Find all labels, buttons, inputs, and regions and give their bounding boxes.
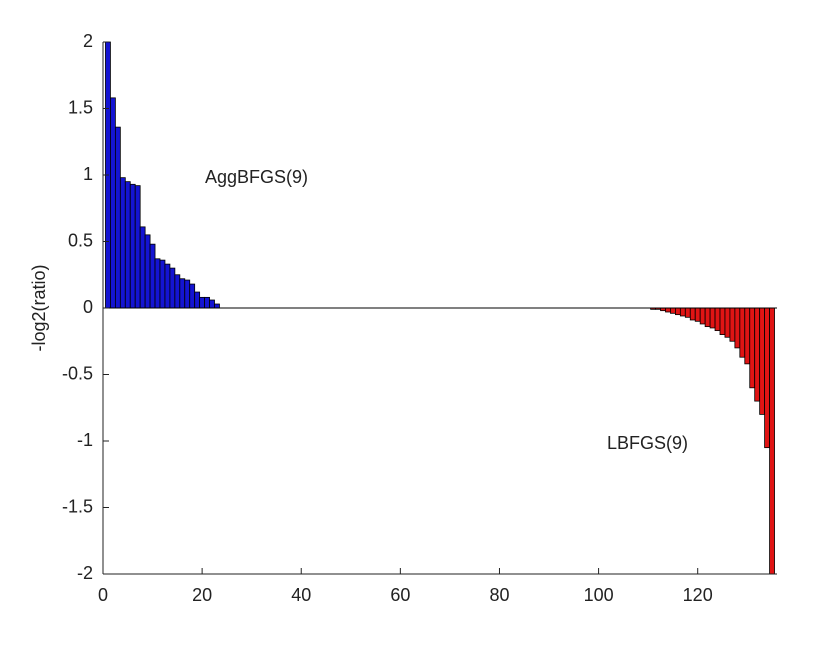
bar [184, 279, 191, 309]
bar [759, 307, 766, 415]
y-tick-label: -2 [77, 563, 93, 583]
x-tick-label: 0 [98, 585, 108, 605]
x-tick-label: 120 [683, 585, 713, 605]
bar [169, 267, 176, 309]
bar [675, 307, 681, 316]
bar [689, 307, 696, 321]
x-tick-label: 40 [291, 585, 311, 605]
bar [734, 307, 741, 349]
bar [110, 97, 116, 309]
bar [199, 296, 205, 309]
bar [749, 307, 756, 389]
bar [665, 307, 671, 313]
x-tick-label: 80 [489, 585, 509, 605]
y-tick-label: -1.5 [62, 496, 93, 516]
bar [154, 258, 161, 309]
bar [719, 307, 726, 336]
bar [679, 307, 686, 317]
y-tick-label: 1 [83, 164, 93, 184]
y-tick-label: 0.5 [68, 230, 93, 250]
bar [134, 185, 141, 309]
y-tick-label: -0.5 [62, 363, 93, 383]
x-tick-label: 100 [584, 585, 614, 605]
bar [704, 307, 711, 328]
bar [699, 307, 706, 325]
bar [729, 307, 736, 342]
bar [129, 183, 136, 309]
bar [724, 307, 731, 338]
bar [179, 278, 186, 309]
bar [149, 243, 156, 309]
bar [754, 307, 761, 402]
bar [670, 307, 676, 314]
x-tick-label: 60 [390, 585, 410, 605]
y-tick-label: 1.5 [68, 97, 93, 117]
bar [174, 274, 181, 309]
bar [769, 307, 775, 575]
bar [139, 226, 146, 309]
bar [194, 291, 201, 309]
bar [159, 259, 166, 309]
bar [714, 307, 721, 332]
bar [114, 126, 121, 309]
bar [119, 177, 126, 309]
y-axis-label: -log2(ratio) [29, 264, 49, 351]
bar [214, 303, 220, 309]
bar [204, 296, 210, 309]
y-tick-label: 0 [83, 297, 93, 317]
bar [694, 307, 701, 322]
annotation: LBFGS(9) [607, 433, 688, 453]
bar [144, 234, 151, 309]
bar [189, 283, 196, 309]
bar [764, 307, 770, 449]
bar [164, 263, 171, 309]
bar [209, 299, 215, 309]
bar [739, 307, 746, 358]
bar [744, 307, 751, 365]
bar [709, 307, 716, 329]
y-tick-label: 2 [83, 31, 93, 51]
bar [684, 307, 691, 318]
x-tick-label: 20 [192, 585, 212, 605]
annotation: AggBFGS(9) [205, 167, 308, 187]
y-tick-label: -1 [77, 430, 93, 450]
bar [124, 181, 131, 309]
